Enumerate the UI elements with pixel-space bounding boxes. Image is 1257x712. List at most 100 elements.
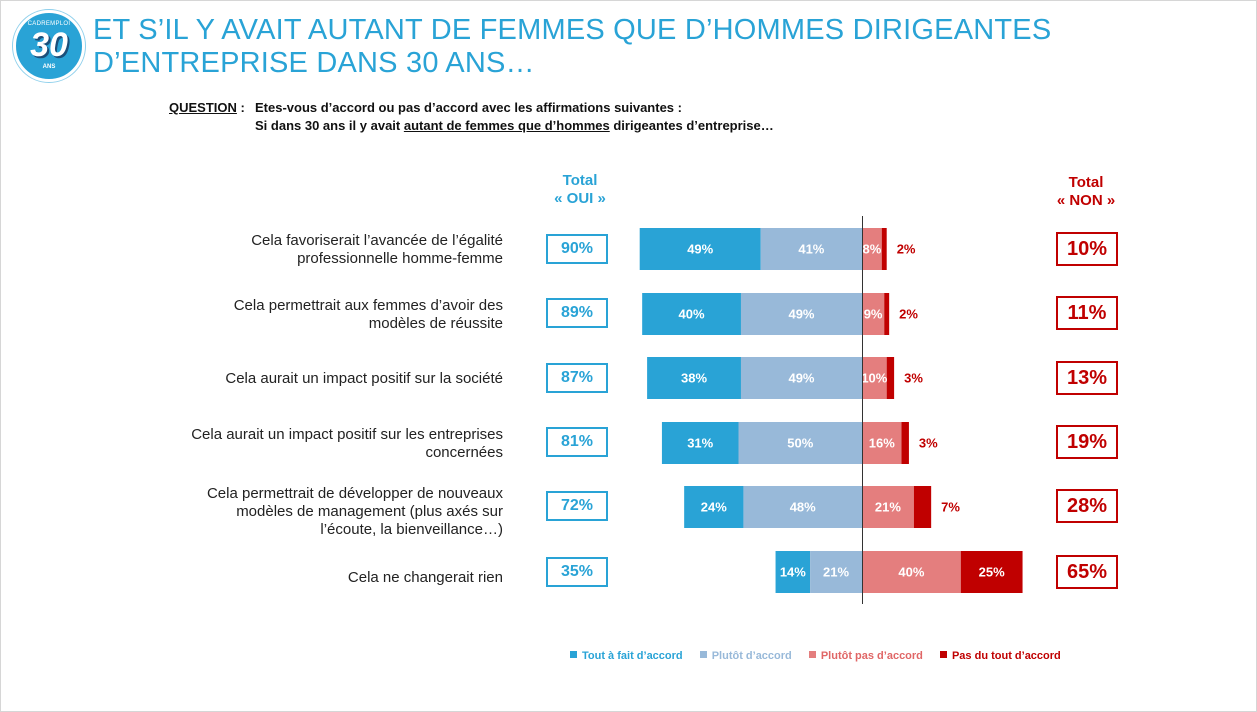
data-label-pas-du-tout: 7% xyxy=(941,500,960,515)
bar-plutot-pas xyxy=(862,357,887,399)
legend-label-tout-a-fait: Tout à fait d’accord xyxy=(582,650,683,662)
category-label-line: concernées xyxy=(425,444,503,461)
category-label: Cela aurait un impact positif sur les en… xyxy=(143,426,503,462)
bar-pas-du-tout xyxy=(901,422,909,464)
bar-pas-du-tout xyxy=(881,228,887,270)
bar-tout-a-fait xyxy=(661,422,739,464)
category-label-line: Cela permettrait aux femmes d’avoir des xyxy=(233,297,503,314)
legend-label-pas-du-tout: Pas du tout d’accord xyxy=(951,650,1061,662)
logo-suffix: ANS xyxy=(42,64,56,70)
data-label-plutot-pas: 40% xyxy=(898,565,924,580)
bar-plutot xyxy=(760,228,862,270)
question-line2-pre: Si dans 30 ans il y avait xyxy=(255,118,404,133)
logo-brand-text: CADREMPLOI xyxy=(27,21,71,27)
category-label: Cela aurait un impact positif sur la soc… xyxy=(143,370,503,388)
data-label-plutot: 21% xyxy=(823,565,849,580)
category-label: Cela ne changerait rien xyxy=(143,569,503,587)
data-label-plutot-pas: 16% xyxy=(869,436,895,451)
total-non-header: Total « NON » xyxy=(1046,174,1126,210)
bar-tout-a-fait xyxy=(647,357,741,399)
category-label: Cela favoriserait l’avancée de l’égalité… xyxy=(143,232,503,268)
bar-plutot-pas xyxy=(862,293,885,335)
category-label-line: professionnelle homme-femme xyxy=(297,250,503,267)
total-non-header-line2: « NON » xyxy=(1056,192,1116,209)
data-label-tout-a-fait: 24% xyxy=(701,500,727,515)
logo-number: 30 xyxy=(30,26,68,64)
bar-tout-a-fait xyxy=(684,486,744,528)
category-label-line: modèles de réussite xyxy=(368,315,503,332)
question-line2: Si dans 30 ans il y avait autant de femm… xyxy=(255,117,774,135)
legend-item-pas-du-tout: Pas du tout d’accord xyxy=(939,650,1061,662)
total-oui-header-line1: Total xyxy=(562,172,598,189)
category-label: Cela permettrait de développer de nouvea… xyxy=(143,485,503,539)
data-label-plutot-pas: 21% xyxy=(875,500,901,515)
slide-title-line1: ET S’IL Y AVAIT AUTANT DE FEMMES QUE D’H… xyxy=(93,14,1052,46)
bar-plutot xyxy=(738,422,862,464)
data-label-pas-du-tout: 2% xyxy=(899,307,918,322)
data-label-plutot: 50% xyxy=(787,436,813,451)
total-oui-value: 89% xyxy=(546,298,608,328)
total-non-value: 13% xyxy=(1056,361,1118,395)
legend-label-plutot-pas: Plutôt pas d’accord xyxy=(820,650,923,662)
question-line2-underlined: autant de femmes que d’hommes xyxy=(403,118,610,133)
slide-title: ET S’IL Y AVAIT AUTANT DE FEMMES QUE D’H… xyxy=(93,14,1051,80)
bar-plutot-pas xyxy=(862,422,902,464)
total-oui-header-line2: « OUI » xyxy=(554,190,606,207)
total-non-header-line1: Total xyxy=(1068,174,1104,191)
data-label-pas-du-tout: 3% xyxy=(919,436,938,451)
legend-item-tout-a-fait: Tout à fait d’accord xyxy=(570,650,683,662)
bar-pas-du-tout xyxy=(886,357,895,399)
data-label-pas-du-tout: 3% xyxy=(904,371,923,386)
bar-tout-a-fait xyxy=(642,293,741,335)
data-label-plutot-pas: 9% xyxy=(864,307,883,322)
category-label-line: Cela permettrait de développer de nouvea… xyxy=(206,485,503,502)
data-label-tout-a-fait: 31% xyxy=(687,436,713,451)
question-line2-post: dirigeantes d’entreprise… xyxy=(609,118,774,133)
zero-axis-line xyxy=(862,216,863,604)
bar-tout-a-fait xyxy=(775,551,811,593)
bar-pas-du-tout xyxy=(913,486,932,528)
legend-swatch-pas-du-tout xyxy=(939,651,947,658)
bar-tout-a-fait xyxy=(639,228,761,270)
total-non-value: 10% xyxy=(1056,232,1118,266)
bar-plutot-pas xyxy=(862,228,882,270)
category-label-line: Cela aurait un impact positif sur les en… xyxy=(191,426,503,443)
data-label-tout-a-fait: 38% xyxy=(681,371,707,386)
bar-pas-du-tout xyxy=(960,551,1023,593)
bar-pas-du-tout xyxy=(884,293,890,335)
chart-legend: Tout à fait d’accord Plutôt d’accord Plu… xyxy=(570,650,1075,662)
data-label-plutot: 49% xyxy=(788,307,814,322)
bar-plutot-pas xyxy=(862,486,914,528)
legend-item-plutot-pas: Plutôt pas d’accord xyxy=(808,650,923,662)
bar-plutot xyxy=(743,486,862,528)
category-label-line: modèles de management (plus axés sur xyxy=(236,503,503,520)
bar-plutot xyxy=(810,551,862,593)
bar-plutot xyxy=(740,293,862,335)
bar-plutot-pas xyxy=(862,551,961,593)
data-label-tout-a-fait: 14% xyxy=(780,565,806,580)
total-oui-value: 35% xyxy=(546,557,608,587)
question-block: QUESTION : Etes-vous d’accord ou pas d’a… xyxy=(169,99,774,133)
total-oui-value: 81% xyxy=(546,427,608,457)
data-label-pas-du-tout: 25% xyxy=(979,565,1005,580)
total-non-value: 65% xyxy=(1056,555,1118,589)
data-label-plutot-pas: 10% xyxy=(861,371,887,386)
data-label-plutot: 49% xyxy=(788,371,814,386)
total-oui-value: 87% xyxy=(546,363,608,393)
data-label-tout-a-fait: 49% xyxy=(687,242,713,257)
data-label-plutot: 41% xyxy=(798,242,824,257)
category-label: Cela permettrait aux femmes d’avoir des m… xyxy=(143,297,503,333)
total-non-value: 11% xyxy=(1056,296,1118,330)
data-label-plutot: 48% xyxy=(790,500,816,515)
data-label-pas-du-tout: 2% xyxy=(897,242,916,257)
question-colon: : xyxy=(236,100,245,115)
legend-label-plutot: Plutôt d’accord xyxy=(711,650,792,662)
total-non-value: 28% xyxy=(1056,489,1118,523)
legend-swatch-plutot-pas xyxy=(808,651,816,658)
legend-swatch-plutot xyxy=(699,651,707,658)
category-label-line: l’écoute, la bienveillance…) xyxy=(320,521,503,538)
total-oui-value: 72% xyxy=(546,491,608,521)
category-label-line: Cela favoriserait l’avancée de l’égalité xyxy=(251,232,503,249)
legend-item-plutot: Plutôt d’accord xyxy=(699,650,792,662)
